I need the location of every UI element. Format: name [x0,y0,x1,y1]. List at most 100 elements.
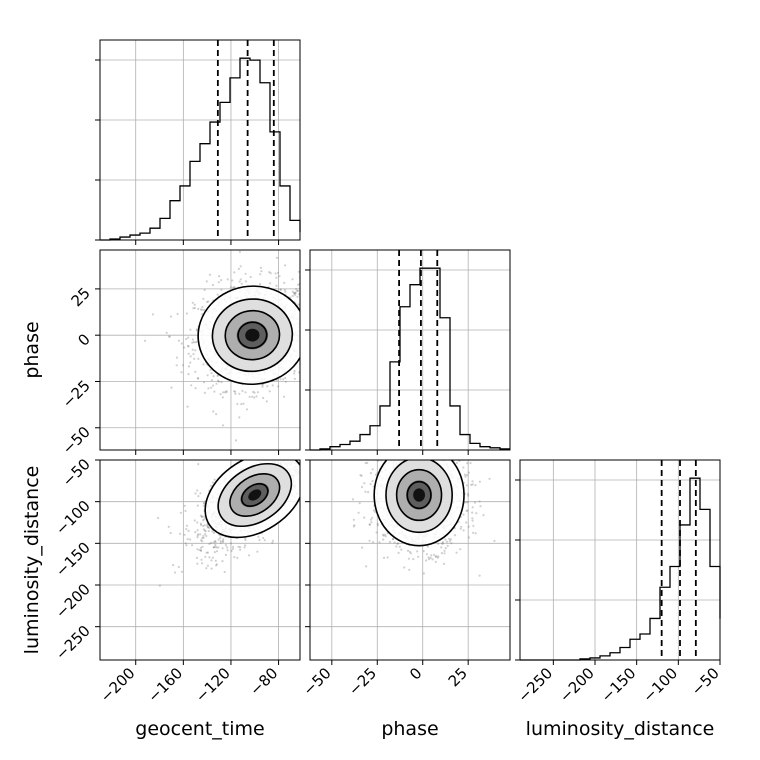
scatter-point [203,529,207,532]
scatter-point [205,567,208,570]
scatter-point [261,451,263,453]
scatter-point [314,432,316,434]
scatter-point [232,545,235,548]
scatter-point [460,525,463,528]
scatter-point [424,454,426,456]
scatter-point [291,278,294,281]
scatter-point [416,550,419,553]
scatter-point [407,455,409,457]
scatter-point [418,441,420,443]
scatter-point [411,457,413,459]
scatter-point [210,379,214,382]
y-tick-label: −150 [52,538,94,580]
scatter-point [460,456,462,458]
scatter-point [429,446,431,448]
scatter-point [388,540,392,544]
scatter-point [435,436,437,438]
scatter-point [406,444,408,446]
scatter-point [201,545,204,548]
scatter-point [295,439,297,441]
scatter-point [396,542,399,545]
scatter-point [319,371,321,373]
scatter-point [412,558,415,561]
scatter-point [189,328,192,331]
scatter-point [179,511,182,514]
scatter-point [471,506,474,509]
scatter-point [424,451,426,453]
scatter-point [189,361,192,364]
scatter-point [184,509,187,512]
density-phase-vs-luminosity-distance: −50 −25 0 25 [300,435,511,699]
scatter-point [203,391,206,394]
scatter-point [442,448,444,450]
scatter-point [400,458,402,460]
scatter-point [262,396,265,400]
scatter-point [207,387,210,390]
scatter-point [172,564,175,567]
scatter-point [206,300,209,303]
y-tick-label: −50 [59,423,94,458]
scatter-point [200,558,203,561]
scatter-point [448,537,451,540]
scatter-point [474,484,477,487]
scatter-point [378,541,381,544]
scatter-point [284,437,286,439]
scatter-point [428,558,431,561]
scatter-point [304,452,306,454]
scatter-point [422,456,424,458]
scatter-point [311,308,313,310]
scatter-point [313,467,315,469]
scatter-point [316,333,318,335]
scatter-point [382,533,385,536]
scatter-point [322,482,324,484]
scatter-point [195,329,198,332]
scatter-point [305,335,307,337]
scatter-point [444,435,446,437]
scatter-point [303,465,305,467]
scatter-point [220,288,223,291]
scatter-point [449,538,452,541]
scatter-point [233,390,236,393]
scatter-point [322,430,324,432]
scatter-point [352,518,355,521]
scatter-point [279,378,282,381]
scatter-point [240,403,243,406]
scatter-point [284,290,287,293]
scatter-point [196,536,199,539]
scatter-point [431,558,434,561]
scatter-point [386,452,388,454]
scatter-point [357,511,360,514]
contour-line [237,321,268,349]
scatter-point [281,445,283,447]
scatter-point [314,475,316,477]
scatter-point [324,431,326,433]
x-axis-title: luminosity_distance [526,718,715,740]
scatter-point [201,515,204,519]
scatter-point [183,504,186,507]
y-tick-label: −50 [59,455,94,490]
scatter-point [305,353,307,355]
scatter-point [196,548,199,551]
scatter-point [374,473,378,476]
scatter-point [434,435,436,437]
scatter-point [291,294,294,297]
scatter-point [433,553,436,556]
scatter-point [303,446,305,448]
scatter-point [312,345,314,347]
scatter-point [205,280,208,283]
y-tick-label: −100 [52,497,94,539]
scatter-point [427,456,429,458]
scatter-point [466,494,470,497]
histogram-step-line [100,57,301,241]
scatter-point [200,549,203,552]
scatter-point [307,467,309,469]
contour-line [395,468,443,522]
scatter-point [201,540,204,543]
scatter-point [320,477,322,479]
scatter-point [408,550,411,554]
scatter-point [244,391,247,394]
x-tick-label: −250 [514,664,556,706]
scatter-point [422,550,425,553]
scatter-point [429,556,432,560]
